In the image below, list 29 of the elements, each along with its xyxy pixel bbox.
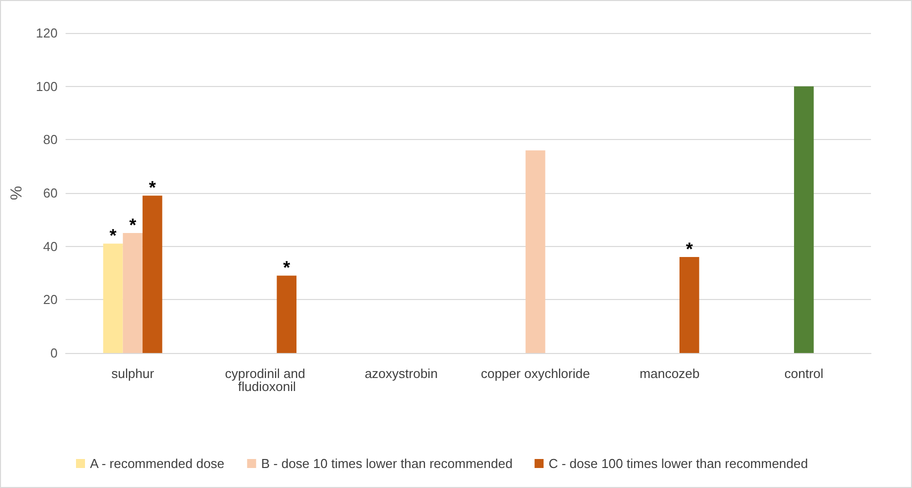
y-tick-label: 120 [36,26,58,40]
data-label: * [283,258,290,278]
bar [794,86,814,353]
y-tick-label: 60 [43,186,58,200]
bar [526,150,546,353]
bar [122,233,143,353]
x-tick-label: sulphur [111,366,155,381]
y-tick-label: 100 [36,78,58,94]
bar [679,257,700,353]
bar [142,196,162,353]
legend-label: A - recommended dose [90,456,224,471]
bar [276,276,296,353]
y-axis-title: % [8,186,26,200]
y-tick-label: 0 [50,346,58,360]
legend-label: B - dose 10 times lower than recommended [261,456,513,471]
y-tick-label: 80 [43,132,58,148]
y-tick-label: 20 [43,292,58,308]
bar [103,244,123,353]
x-tick-label: control [784,366,824,381]
x-tick-label: mancozeb [640,366,700,381]
y-tick-label: 40 [43,238,58,254]
data-label: * [148,178,156,198]
legend-label: C - dose 100 times lower than recommended [548,456,808,471]
data-label: * [129,215,136,235]
x-tick-label: copper oxychloride [480,366,590,381]
data-label: * [110,226,117,246]
x-tick-label: azoxystrobin [364,366,438,381]
x-tick-label: cyprodinil and fludioxonil [225,366,309,394]
data-label: * [686,239,693,259]
